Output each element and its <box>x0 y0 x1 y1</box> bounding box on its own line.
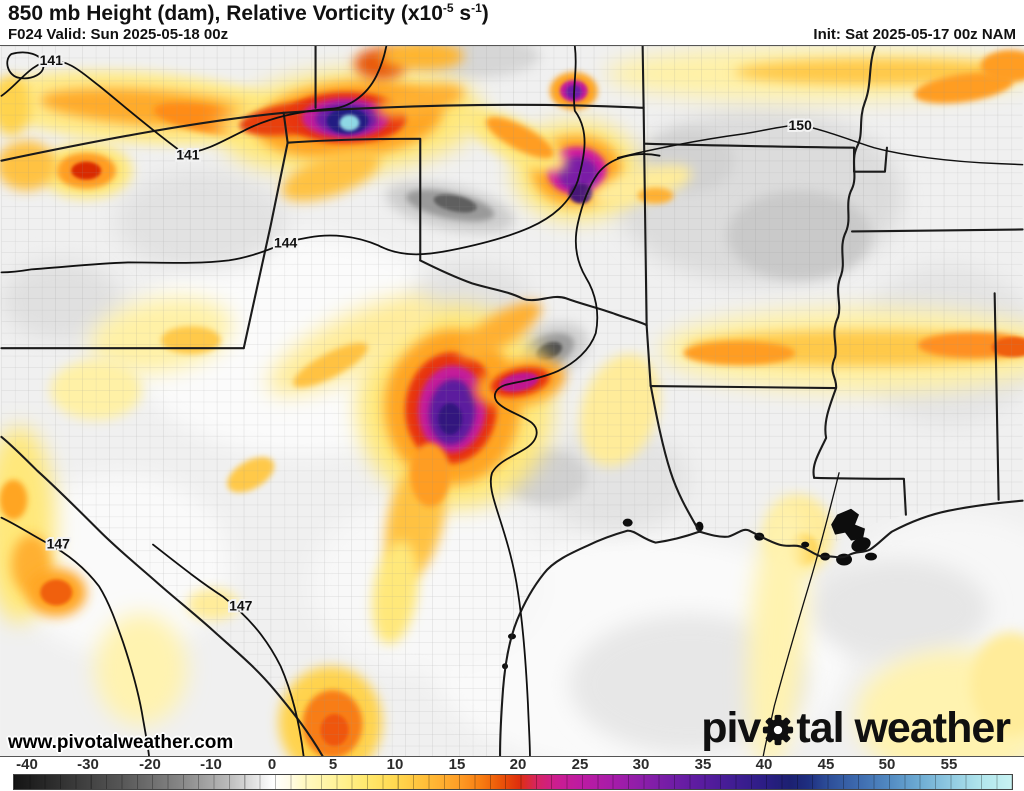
colorbar-strip <box>13 774 1013 790</box>
weather-map[interactable]: 141 141 144 147 147 150 www.pivotalweather.co… <box>0 45 1024 757</box>
colorbar-tick: 20 <box>509 756 527 773</box>
colorbar-tick: -30 <box>77 756 99 773</box>
contour-labels: 141 141 144 147 147 150 <box>38 50 814 615</box>
map-header: 850 mb Height (dam), Relative Vorticity … <box>0 0 1024 45</box>
watermark: www.pivotalweather.com <box>8 732 234 753</box>
valid-time-label: F024 Valid: Sun 2025-05-18 00z <box>8 26 229 43</box>
state-borders <box>0 46 1024 756</box>
colorbar-tick: 40 <box>755 756 773 773</box>
colorbar-tick: 0 <box>267 756 277 773</box>
contour-label: 150 <box>789 117 813 133</box>
colorbar-tick: 35 <box>694 756 712 773</box>
colorbar-tick: 5 <box>328 756 338 773</box>
colorbar-tick-labels: -40 -30 -20 -10 0 5 10 15 20 25 30 35 40 45 50 55 <box>0 757 1024 773</box>
page-title: 850 mb Height (dam), Relative Vorticity … <box>8 1 489 25</box>
contour-label: 144 <box>274 234 298 250</box>
colorbar-tick: 10 <box>386 756 404 773</box>
pivotal-weather-logo: piv tal weather <box>701 704 1011 752</box>
colorbar-tick: 30 <box>632 756 650 773</box>
colorbar-tick: 15 <box>448 756 466 773</box>
gear-icon <box>761 713 795 747</box>
county-boundaries <box>1 46 1023 756</box>
colorbar-tick: 55 <box>940 756 958 773</box>
logo-text-right: tal weather <box>796 704 1011 752</box>
contour-label: 147 <box>229 597 253 613</box>
contour-label: 147 <box>47 536 71 552</box>
colorbar-tick: 50 <box>878 756 896 773</box>
colorbar: -40 -30 -20 -10 0 5 10 15 20 25 30 35 40 45 50 55 <box>0 757 1024 791</box>
colorbar-tick: 25 <box>571 756 589 773</box>
map-canvas: 141 141 144 147 147 150 <box>0 46 1024 756</box>
colorbar-cell-separators <box>14 775 1012 789</box>
colorbar-tick: -40 <box>16 756 38 773</box>
colorbar-tick: 45 <box>817 756 835 773</box>
contour-label: 141 <box>40 52 64 68</box>
contour-label: 141 <box>176 147 200 163</box>
colorbar-tick: -10 <box>200 756 222 773</box>
logo-text-left: piv <box>701 704 761 752</box>
init-time-label: Init: Sat 2025-05-17 00z NAM <box>813 26 1016 43</box>
colorbar-tick: -20 <box>139 756 161 773</box>
